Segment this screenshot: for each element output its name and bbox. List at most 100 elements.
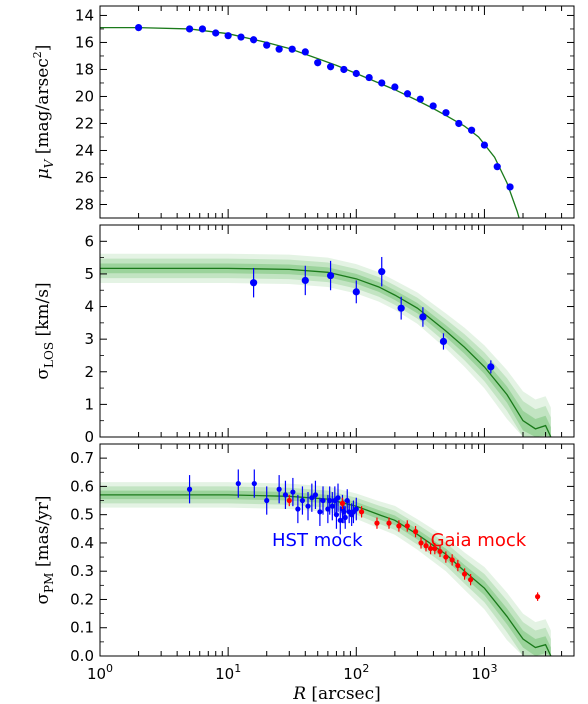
y-tick-label: 20 — [75, 87, 94, 105]
y-tick-label: 22 — [75, 114, 94, 132]
data-point — [398, 305, 405, 312]
x-tick-label: 102 — [343, 662, 369, 683]
y-tick-label: 26 — [75, 168, 94, 186]
data-point — [225, 32, 232, 39]
data-point — [391, 83, 398, 90]
x-axis-label-text: R [arcsec] — [292, 684, 381, 704]
data-point — [250, 279, 257, 286]
y-tick-label: 0 — [84, 428, 94, 446]
y-tick-label: 28 — [75, 195, 94, 213]
y-axis-label-mu: μV [mag/arsec2] — [31, 45, 56, 180]
data-point — [290, 489, 295, 494]
data-point — [199, 25, 206, 32]
data-point — [305, 504, 310, 509]
data-point — [404, 90, 411, 97]
data-point — [494, 163, 501, 170]
y-tick-label: 24 — [75, 141, 94, 159]
data-point — [353, 288, 360, 295]
data-point — [443, 554, 448, 559]
data-point — [386, 521, 391, 526]
y-tick-label: 0.0 — [70, 647, 94, 665]
data-point — [455, 120, 462, 127]
data-point — [413, 529, 418, 534]
data-point — [276, 46, 283, 53]
data-point — [287, 498, 292, 503]
data-point — [300, 498, 305, 503]
plot-area — [100, 469, 551, 656]
y-tick-label: 14 — [75, 6, 94, 24]
axes-frame — [100, 6, 574, 218]
data-point — [343, 515, 348, 520]
y-tick-label: 5 — [84, 265, 94, 283]
y-tick-label: 16 — [75, 33, 94, 51]
data-point — [135, 24, 142, 31]
data-point — [335, 495, 340, 500]
data-point — [405, 523, 410, 528]
plot-area — [100, 24, 523, 231]
data-point — [250, 36, 257, 43]
x-axis-label: R [arcsec] — [292, 684, 381, 704]
y-axis-label-sigma-los: σLOS [km/s] — [33, 282, 56, 379]
data-point — [252, 481, 257, 486]
data-point — [327, 498, 332, 503]
data-point — [430, 102, 437, 109]
data-point — [334, 512, 339, 517]
data-point — [302, 277, 309, 284]
data-point — [462, 571, 467, 576]
pm-dispersion-panel: 0.0 0.1 0.2 0.3 0.4 0.5 0.6 0.7 100 101 102 103 HST … — [70, 444, 574, 683]
y-tick-label: 0.3 — [70, 562, 94, 580]
data-point — [487, 363, 494, 370]
annotation-gaia: Gaia mock — [431, 530, 527, 551]
data-point — [327, 63, 334, 70]
y-tick-label: 0.6 — [70, 477, 94, 495]
y-tick-label: 0.1 — [70, 619, 94, 637]
data-point — [302, 48, 309, 55]
data-point — [340, 66, 347, 73]
data-point — [450, 557, 455, 562]
data-point — [283, 492, 288, 497]
y-tick-label: 6 — [84, 232, 94, 250]
data-point — [374, 521, 379, 526]
data-point — [535, 594, 540, 599]
data-point — [330, 504, 335, 509]
y-tick-label: 0.5 — [70, 506, 94, 524]
data-point — [442, 109, 449, 116]
data-point — [289, 46, 296, 53]
data-point — [455, 563, 460, 568]
data-point — [418, 540, 423, 545]
data-point — [186, 25, 193, 32]
data-point — [295, 506, 300, 511]
data-point — [378, 268, 385, 275]
y-axis-label-sigma-pm: σPM [mas/yr] — [33, 495, 56, 604]
data-point — [419, 313, 426, 320]
annotation-hst: HST mock — [272, 530, 363, 551]
data-point — [396, 523, 401, 528]
plot-area — [100, 254, 551, 437]
y-tick-label: 18 — [75, 60, 94, 78]
data-point — [468, 127, 475, 134]
data-point — [353, 70, 360, 77]
y-tick-label: 4 — [84, 298, 94, 316]
data-point — [314, 59, 321, 66]
data-point — [359, 509, 364, 514]
data-point — [481, 141, 488, 148]
y-tick-label: 1 — [84, 395, 94, 413]
y-tick-label: 2 — [84, 363, 94, 381]
y-tick-label: 0.2 — [70, 590, 94, 608]
surface-brightness-panel: 14 16 18 20 22 24 26 28 — [75, 6, 574, 232]
data-point — [187, 487, 192, 492]
data-point — [423, 543, 428, 548]
x-tick-label: 101 — [215, 662, 241, 683]
data-point — [378, 79, 385, 86]
y-axis-labels: μV [mag/arsec2] σLOS [km/s] σPM [mas/yr] — [31, 45, 56, 605]
data-point — [317, 509, 322, 514]
x-tick-label: 100 — [87, 662, 113, 683]
model-line — [100, 28, 523, 232]
data-point — [236, 481, 241, 486]
data-point — [212, 29, 219, 36]
data-point — [237, 33, 244, 40]
data-point — [277, 487, 282, 492]
data-point — [440, 338, 447, 345]
data-point — [263, 42, 270, 49]
